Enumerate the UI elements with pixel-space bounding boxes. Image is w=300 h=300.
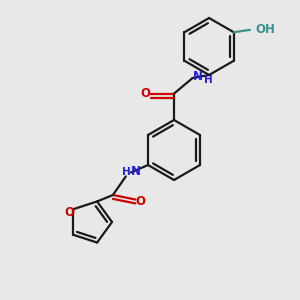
Text: N: N [131, 165, 141, 178]
Text: H: H [122, 167, 131, 177]
Text: OH: OH [255, 23, 275, 36]
Text: N: N [193, 70, 203, 83]
Text: O: O [64, 206, 74, 219]
Text: H: H [204, 75, 213, 85]
Text: O: O [136, 195, 146, 208]
Text: O: O [140, 87, 150, 100]
